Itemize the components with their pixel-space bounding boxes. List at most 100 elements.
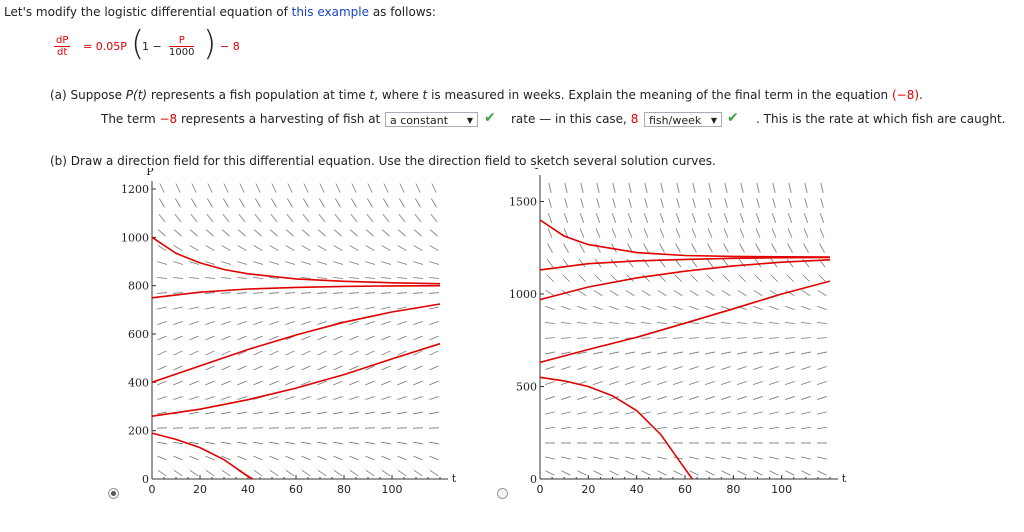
- option-radio-right[interactable]: [497, 488, 508, 499]
- slope-mark: [817, 411, 827, 415]
- slope-mark: [786, 258, 794, 268]
- ans-rate: rate — in this case,: [511, 112, 631, 126]
- slope-mark: [545, 289, 555, 297]
- slope-mark: [593, 366, 603, 370]
- slope-mark: [786, 274, 794, 282]
- slope-mark: [271, 183, 277, 193]
- slope-mark: [429, 469, 439, 477]
- slope-mark: [643, 228, 649, 238]
- inner-num: P: [169, 35, 195, 47]
- slope-mark: [413, 396, 423, 400]
- slope-mark: [672, 337, 684, 339]
- slope-mark: [429, 320, 439, 326]
- slope-mark: [628, 198, 632, 208]
- ans-term: −8: [159, 112, 178, 126]
- slope-mark: [252, 292, 264, 294]
- slope-mark: [413, 469, 423, 477]
- slope-mark: [753, 470, 763, 476]
- slope-mark: [753, 289, 763, 297]
- slope-mark: [803, 213, 809, 223]
- slope-mark: [576, 426, 588, 430]
- qa-t: t: [369, 88, 375, 102]
- slope-mark: [271, 198, 277, 208]
- slope-mark: [205, 306, 215, 310]
- slope-mark: [561, 351, 571, 355]
- slope-mark: [641, 411, 651, 415]
- slope-mark: [175, 183, 181, 193]
- slope-mark: [381, 411, 391, 415]
- slope-mark: [205, 411, 215, 415]
- slope-mark: [772, 198, 776, 208]
- slope-mark: [380, 277, 392, 279]
- solution-curve: [539, 219, 831, 258]
- slope-mark: [752, 426, 764, 430]
- slope-mark: [157, 350, 167, 356]
- slope-mark: [221, 335, 231, 341]
- slope-mark: [157, 411, 167, 415]
- units-dropdown[interactable]: fish/week ▼: [644, 112, 722, 127]
- slope-mark: [397, 380, 407, 386]
- slope-mark: [269, 469, 279, 477]
- slope-mark: [188, 277, 200, 279]
- slope-mark: [624, 426, 636, 430]
- slope-mark: [317, 320, 327, 326]
- slope-mark: [593, 411, 603, 415]
- slope-mark: [399, 183, 405, 193]
- slope-mark: [785, 289, 795, 297]
- slope-mark: [595, 243, 601, 253]
- slope-mark: [399, 198, 405, 208]
- slope-mark: [381, 350, 391, 356]
- slope-mark: [333, 350, 343, 356]
- slope-mark: [205, 380, 215, 386]
- slope-mark: [172, 277, 184, 279]
- slope-mark: [771, 213, 777, 223]
- slope-mark: [785, 366, 795, 370]
- slope-mark: [801, 396, 811, 400]
- slope-mark: [769, 456, 779, 460]
- example-link[interactable]: this example: [291, 5, 369, 19]
- slope-mark: [816, 322, 828, 324]
- slope-mark: [803, 228, 809, 238]
- harvest-type-dropdown[interactable]: a constant ▼: [385, 112, 478, 127]
- slope-mark: [189, 320, 199, 326]
- slope-mark: [382, 213, 390, 223]
- slope-mark: [414, 229, 422, 237]
- intro-before: Let's modify the logistic differential e…: [4, 5, 292, 19]
- slope-mark: [689, 351, 699, 355]
- slope-mark: [285, 469, 295, 477]
- dropdown1-value: a constant: [390, 114, 449, 127]
- slope-mark: [301, 350, 311, 356]
- slope-mark: [819, 243, 825, 253]
- slope-mark: [317, 396, 327, 400]
- slope-mark: [768, 426, 780, 430]
- slope-mark: [784, 426, 796, 430]
- slope-mark: [660, 183, 664, 193]
- slope-mark: [205, 469, 215, 477]
- slope-mark: [173, 320, 183, 326]
- checkmark-icon: ✔: [727, 110, 739, 126]
- option-radio-left[interactable]: [108, 488, 119, 499]
- slope-mark: [221, 441, 231, 445]
- slope-mark: [800, 337, 812, 339]
- ans-mid: represents a harvesting of fish at: [177, 112, 381, 126]
- slope-mark: [675, 213, 681, 223]
- slope-mark: [707, 243, 713, 253]
- slope-mark: [544, 337, 556, 339]
- slope-mark: [641, 396, 651, 400]
- slope-mark: [365, 469, 375, 477]
- direction-field: [544, 183, 828, 476]
- slope-mark: [303, 183, 309, 193]
- slope-mark: [657, 351, 667, 355]
- slope-mark: [365, 380, 375, 386]
- slope-mark: [641, 456, 651, 460]
- slope-mark: [301, 335, 311, 341]
- slope-mark: [397, 306, 407, 310]
- slope-mark: [689, 411, 699, 415]
- slope-mark: [190, 229, 198, 237]
- slope-mark: [364, 277, 376, 279]
- slope-mark: [285, 455, 295, 461]
- slope-mark: [721, 289, 731, 297]
- slope-mark: [381, 261, 391, 265]
- slope-mark: [785, 351, 795, 355]
- slope-mark: [367, 183, 373, 193]
